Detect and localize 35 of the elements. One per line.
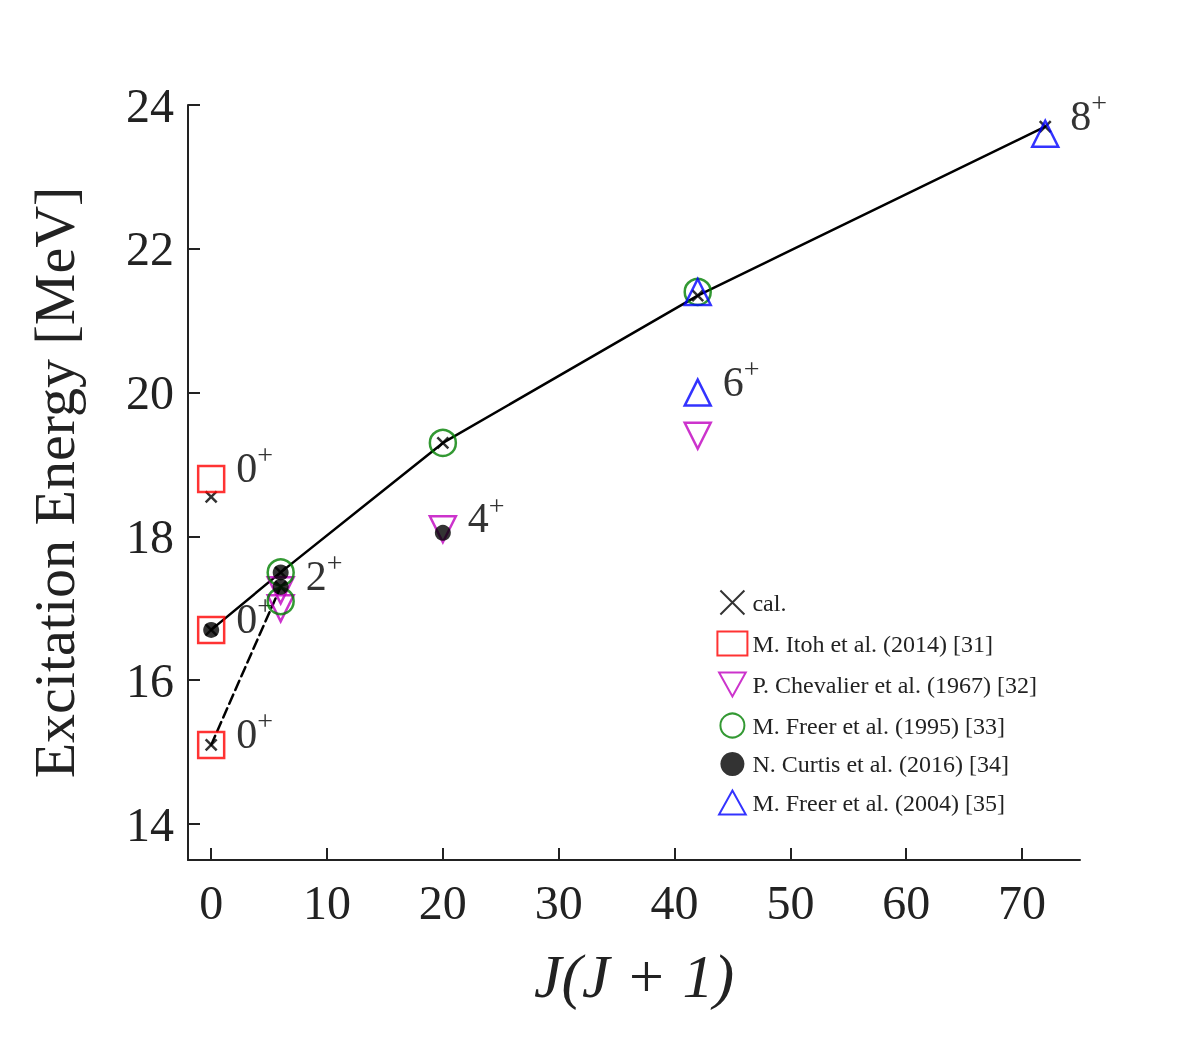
y-tick-label: 18 bbox=[126, 509, 174, 563]
y-axis-title: Excitation Energy [MeV] bbox=[21, 186, 87, 779]
point bbox=[683, 421, 712, 451]
point bbox=[683, 378, 712, 407]
x-tick-label: 40 bbox=[650, 875, 699, 929]
point bbox=[1031, 119, 1060, 149]
point bbox=[196, 464, 226, 494]
y-tick-label: 14 bbox=[126, 797, 174, 851]
point bbox=[428, 514, 458, 544]
legend-label: M. Itoh et al. (2014) [31] bbox=[752, 630, 994, 657]
x-tick-label: 20 bbox=[418, 875, 467, 929]
annotation: 4+ bbox=[467, 489, 505, 542]
annotation: 2+ bbox=[305, 547, 343, 599]
legend-label: M. Freer et al. (1995) [33] bbox=[752, 712, 1005, 739]
legend-label: cal. bbox=[752, 589, 787, 616]
point bbox=[428, 428, 458, 458]
annotation: 8+ bbox=[1070, 87, 1108, 139]
y-tick-label: 22 bbox=[126, 222, 174, 276]
x-axis-title: J(J + 1) bbox=[533, 942, 735, 1011]
annotation: 0+ bbox=[236, 705, 273, 757]
x-tick-label: 10 bbox=[303, 875, 352, 929]
x-tick-label: 60 bbox=[882, 875, 931, 929]
legend-label: N. Curtis et al. (2016) [34] bbox=[752, 751, 1010, 777]
y-tick-label: 16 bbox=[126, 653, 174, 707]
annotation: 6+ bbox=[722, 353, 760, 405]
legend-label: P. Chevalier et al. (1967) [32] bbox=[752, 671, 1037, 698]
x-tick-label: 30 bbox=[534, 875, 583, 929]
x-tick-label: 50 bbox=[766, 875, 815, 929]
x-tick-label: 0 bbox=[199, 875, 224, 929]
y-tick-label: 20 bbox=[126, 366, 174, 420]
legend-label: M. Freer et al. (2004) [35] bbox=[752, 789, 1005, 816]
y-tick-label: 24 bbox=[126, 78, 174, 132]
x-tick-label: 70 bbox=[998, 875, 1047, 929]
point bbox=[196, 730, 226, 760]
annotation: 0+ bbox=[236, 439, 273, 491]
